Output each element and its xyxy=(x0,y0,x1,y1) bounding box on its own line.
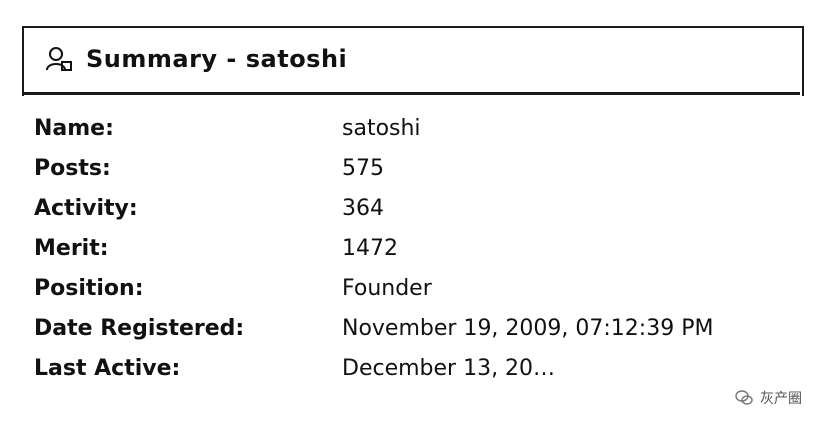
profile-fields: Name: satoshi Posts: 575 Activity: 364 M… xyxy=(34,108,804,388)
field-position: Position: Founder xyxy=(34,268,804,308)
field-value: December 13, 20… xyxy=(342,355,556,381)
user-profile-icon xyxy=(44,44,74,74)
field-label: Activity: xyxy=(34,195,138,221)
field-label: Posts: xyxy=(34,155,111,181)
field-label: Last Active: xyxy=(34,355,181,381)
field-label: Date Registered: xyxy=(34,315,245,341)
field-value: Founder xyxy=(342,275,432,301)
field-name: Name: satoshi xyxy=(34,108,804,148)
header-divider xyxy=(22,92,800,95)
field-value: 575 xyxy=(342,155,384,181)
watermark-text: 灰产圈 xyxy=(760,391,802,407)
watermark: 灰产圈 xyxy=(734,388,802,408)
field-date-registered: Date Registered: November 19, 2009, 07:1… xyxy=(34,308,804,348)
field-label: Name: xyxy=(34,115,114,141)
field-value: 1472 xyxy=(342,235,398,261)
field-merit: Merit: 1472 xyxy=(34,228,804,268)
summary-panel: Summary - satoshi xyxy=(22,26,804,96)
field-value: 364 xyxy=(342,195,384,221)
field-label: Position: xyxy=(34,275,144,301)
field-last-active: Last Active: December 13, 20… xyxy=(34,348,804,388)
wechat-icon xyxy=(734,388,754,408)
panel-title: Summary - satoshi xyxy=(86,45,348,73)
panel-header: Summary - satoshi xyxy=(44,44,347,74)
field-label: Merit: xyxy=(34,235,109,261)
field-activity: Activity: 364 xyxy=(34,188,804,228)
field-value: satoshi xyxy=(342,115,421,141)
field-posts: Posts: 575 xyxy=(34,148,804,188)
field-value: November 19, 2009, 07:12:39 PM xyxy=(342,315,714,341)
